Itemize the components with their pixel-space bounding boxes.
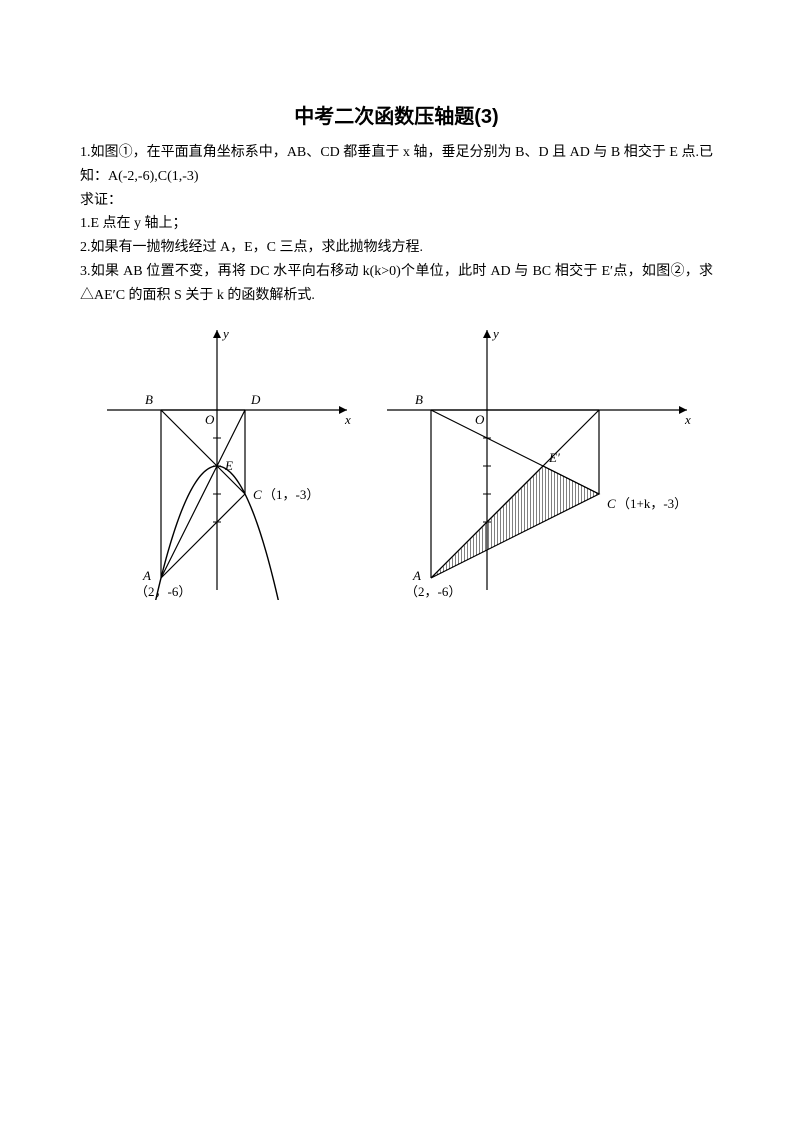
problem-text: 1.如图①，在平面直角坐标系中，AB、CD 都垂直于 x 轴，垂足分别为 B、D… [80, 141, 713, 308]
svg-text:B: B [415, 392, 423, 407]
svg-text:C: C [607, 496, 616, 511]
text-p2: 求证： [80, 189, 713, 213]
svg-text:（1，-3）: （1，-3） [263, 487, 319, 502]
svg-text:A: A [412, 568, 421, 583]
svg-text:O: O [475, 412, 485, 427]
svg-text:A: A [142, 568, 151, 583]
svg-text:E: E [224, 458, 233, 473]
page-title: 中考二次函数压轴题(3) [80, 100, 713, 129]
text-p5: 3.如果 AB 位置不变，再将 DC 水平向右移动 k(k>0)个单位，此时 A… [80, 260, 713, 308]
svg-text:C: C [253, 487, 262, 502]
svg-text:（2，-6）: （2，-6） [135, 584, 191, 599]
svg-text:E′: E′ [548, 450, 560, 465]
svg-text:x: x [684, 412, 691, 427]
figure-1: x y O B D E C（1，-3） A（2，-6） [97, 320, 357, 605]
svg-text:B: B [145, 392, 153, 407]
svg-text:（2，-6）: （2，-6） [405, 584, 461, 599]
svg-text:y: y [491, 326, 499, 341]
svg-text:O: O [205, 412, 215, 427]
figure-2: x y O B E′ C（1+k，-3） A（2，-6） [377, 320, 697, 605]
svg-text:（1+k，-3）: （1+k，-3） [617, 496, 687, 511]
svg-text:y: y [221, 326, 229, 341]
svg-text:x: x [344, 412, 351, 427]
svg-text:D: D [250, 392, 261, 407]
figures-row: xyOBDEC（1，-3）A（2，-6） xyOBE′C（1+k，-3）A（2，… [80, 320, 713, 605]
text-p4: 2.如果有一抛物线经过 A，E，C 三点，求此抛物线方程. [80, 236, 713, 260]
text-p1: 1.如图①，在平面直角坐标系中，AB、CD 都垂直于 x 轴，垂足分别为 B、D… [80, 141, 713, 189]
text-p3: 1.E 点在 y 轴上； [80, 212, 713, 236]
